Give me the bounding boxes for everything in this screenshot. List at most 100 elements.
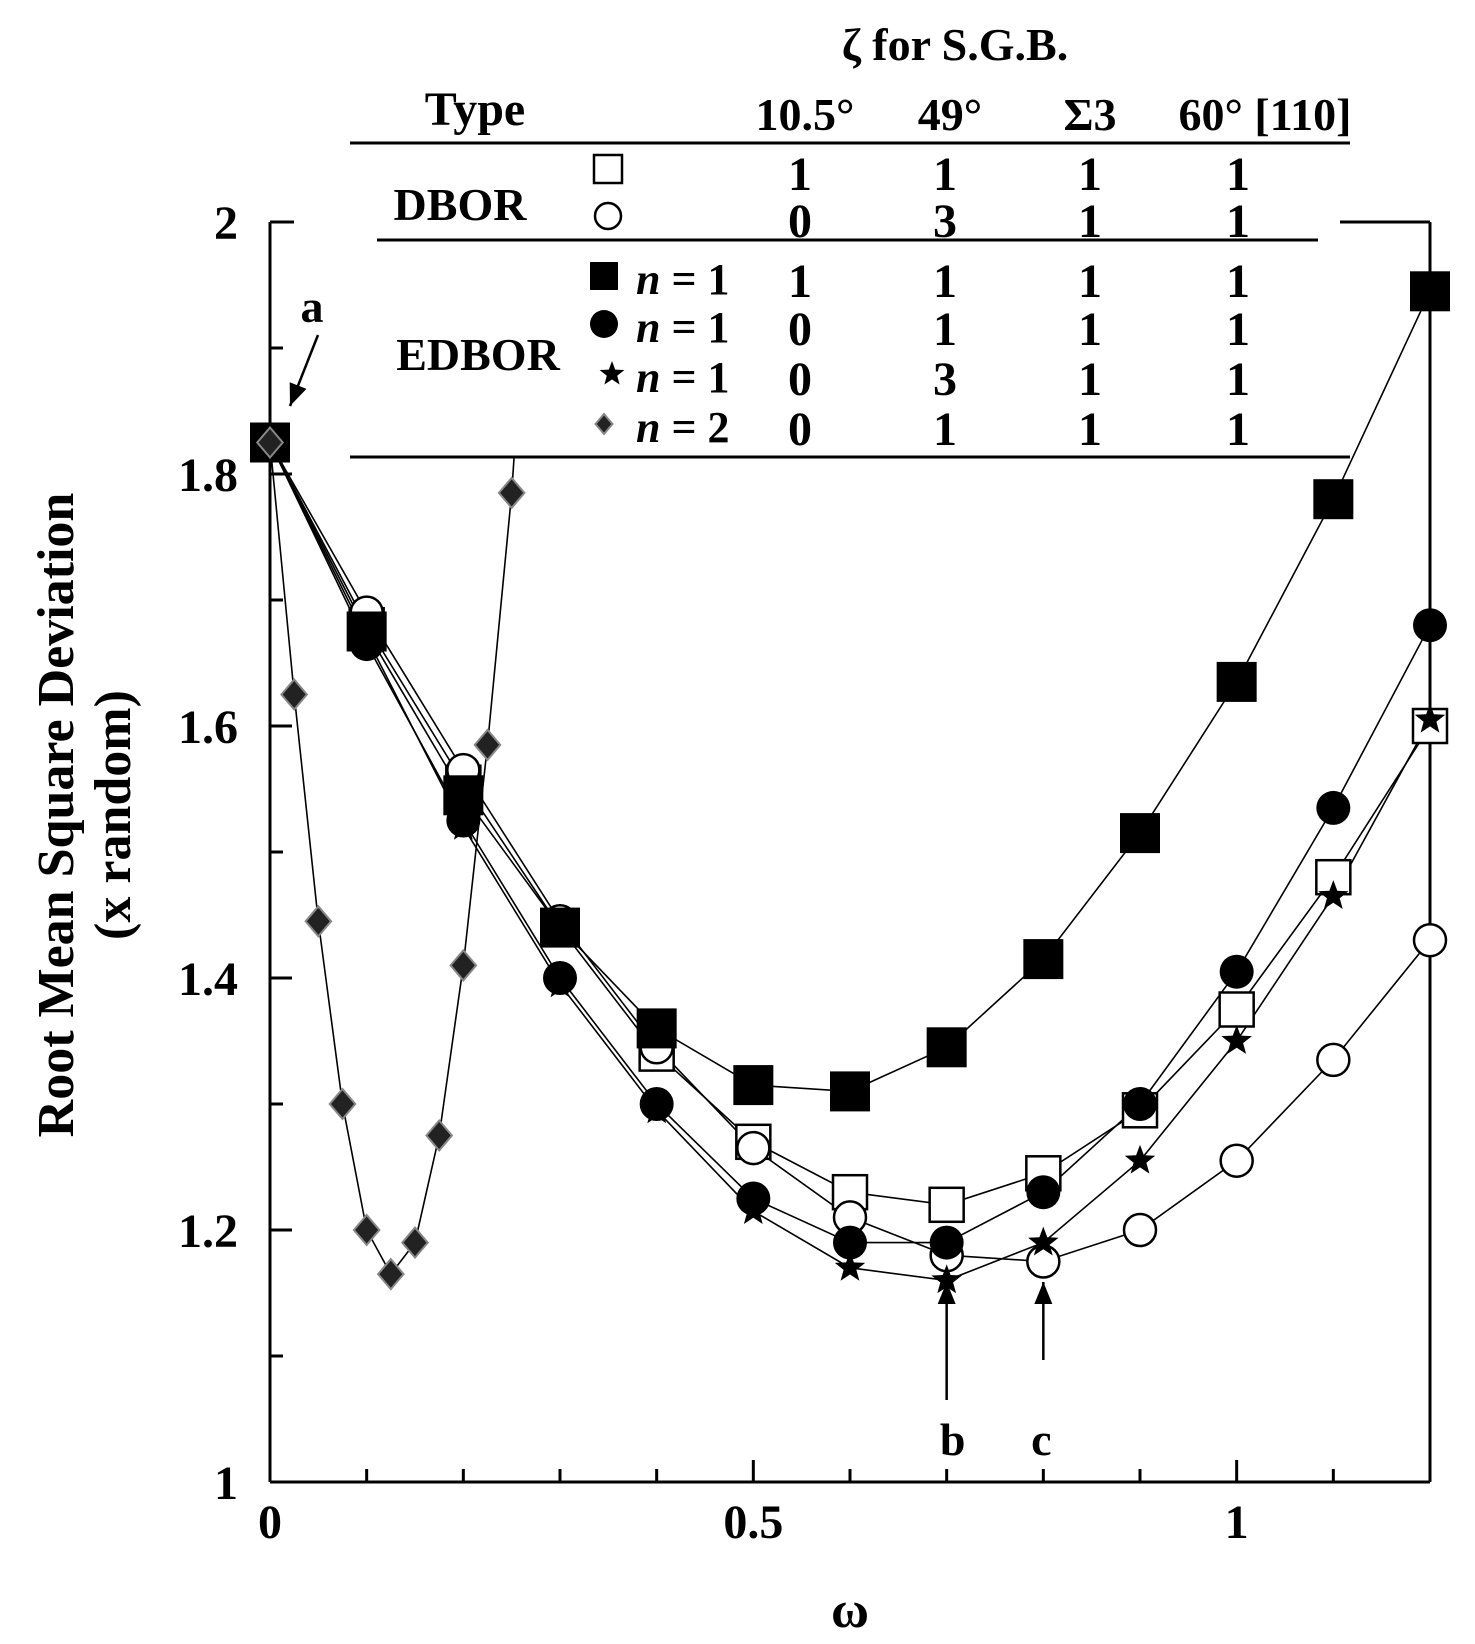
data-point-star xyxy=(738,1195,769,1224)
y-tick-label: 1.2 xyxy=(178,1205,238,1258)
data-point-open-square xyxy=(1218,991,1255,1028)
data-point-diamond xyxy=(280,677,309,712)
y-axis-title-line2: (x random) xyxy=(85,690,142,940)
legend-group-dbor: DBOR xyxy=(394,179,528,230)
series-line-4 xyxy=(269,442,1431,1282)
data-point-star xyxy=(448,810,479,840)
data-point-diamond xyxy=(376,1257,405,1291)
x-tick-label: 0.5 xyxy=(723,1496,783,1549)
data-point-star xyxy=(641,1094,672,1124)
annotation-label-a: a xyxy=(301,281,324,332)
data-point-star xyxy=(1221,1025,1252,1054)
legend-value: 1 xyxy=(1078,303,1102,356)
legend-value: 1 xyxy=(933,255,957,308)
data-point-filled-circle xyxy=(833,1225,867,1260)
legend-marker-filled-square xyxy=(590,262,618,290)
legend-value: 1 xyxy=(1078,148,1102,201)
y-tick-label: 1 xyxy=(214,1457,238,1510)
data-point-open-circle xyxy=(1316,1042,1351,1078)
data-point-filled-circle xyxy=(1219,954,1254,989)
y-tick-label: 1.4 xyxy=(178,953,238,1006)
legend-value: 1 xyxy=(1226,403,1250,456)
legend-value: 0 xyxy=(788,195,812,248)
legend-value: 1 xyxy=(1078,403,1102,456)
legend-value: 1 xyxy=(933,303,957,356)
legend-value: 1 xyxy=(1226,353,1250,406)
y-tick-label: 1.6 xyxy=(178,701,238,754)
legend-column-header: 49° xyxy=(918,89,982,140)
legend-column-header: Σ3 xyxy=(1063,89,1116,140)
x-tick-label: 0 xyxy=(258,1496,282,1549)
legend-column-header: 10.5° xyxy=(756,89,855,140)
legend-row-label: n = 2 xyxy=(636,403,730,452)
data-point-filled-square xyxy=(1313,479,1354,520)
legend-value: 0 xyxy=(788,403,812,456)
data-point-diamond xyxy=(449,948,478,982)
data-point-open-circle xyxy=(736,1130,771,1166)
legend-header: ζ for S.G.B. xyxy=(842,19,1068,70)
legend-marker-star xyxy=(599,361,625,385)
legend-value: 3 xyxy=(933,353,957,406)
data-point-diamond xyxy=(304,904,333,938)
y-axis-title: Root Mean Square Deviation (x random) xyxy=(18,0,148,1639)
series-line-3 xyxy=(269,442,1431,1244)
data-point-diamond xyxy=(328,1087,357,1121)
data-point-filled-square xyxy=(540,907,580,948)
annotation-label-b: b xyxy=(940,1414,966,1465)
data-point-star xyxy=(1028,1226,1059,1256)
data-point-diamond xyxy=(255,425,285,460)
data-point-open-square xyxy=(928,1186,965,1224)
annotation-arrow-b-head xyxy=(937,1282,956,1304)
data-point-open-circle xyxy=(1219,1143,1254,1178)
legend-value: 3 xyxy=(933,195,957,248)
legend-value: 1 xyxy=(1078,255,1102,308)
y-axis-title-svg: Root Mean Square Deviation (x random) xyxy=(28,493,142,1138)
data-point-star xyxy=(1124,1144,1156,1174)
annotation-label-c: c xyxy=(1031,1414,1051,1465)
data-point-filled-circle xyxy=(1026,1175,1061,1210)
legend-value: 1 xyxy=(1226,195,1250,248)
legend-type-label: Type xyxy=(425,83,525,136)
legend-marker-open-circle xyxy=(593,201,623,231)
legend-group-edbor: EDBOR xyxy=(396,329,560,380)
annotation-arrow-a-head xyxy=(289,382,307,406)
x-tick-label: 1 xyxy=(1225,1496,1249,1549)
data-point-star xyxy=(931,1264,962,1294)
legend-marker-diamond xyxy=(594,412,614,436)
legend-value: 1 xyxy=(1226,255,1250,308)
legend-value: 1 xyxy=(933,148,957,201)
data-point-star xyxy=(544,968,576,998)
data-point-filled-circle xyxy=(929,1225,964,1260)
data-point-open-circle xyxy=(1026,1244,1061,1279)
data-point-star xyxy=(834,1251,866,1281)
data-point-open-circle xyxy=(1122,1212,1158,1248)
data-point-filled-square xyxy=(733,1065,774,1106)
legend-row-label: n = 1 xyxy=(636,255,730,304)
y-tick-label: 1.8 xyxy=(178,449,238,502)
data-point-filled-square xyxy=(1216,661,1257,702)
data-point-filled-circle xyxy=(1123,1087,1157,1121)
data-point-star xyxy=(1414,703,1446,733)
y-tick-label: 2 xyxy=(214,197,238,250)
legend-value: 1 xyxy=(1078,353,1102,406)
data-point-star xyxy=(1318,880,1349,909)
data-point-filled-square xyxy=(636,1008,677,1049)
legend-value: 1 xyxy=(1226,303,1250,356)
data-point-filled-square xyxy=(1410,271,1450,312)
legend-row-label: n = 1 xyxy=(636,303,730,352)
legend-column-header: 60° [110] xyxy=(1179,89,1352,140)
legend-value: 1 xyxy=(1078,195,1102,248)
data-point-filled-square xyxy=(1023,939,1064,980)
data-point-diamond xyxy=(425,1118,454,1153)
legend-value: 1 xyxy=(788,148,812,201)
annotation-arrow-c-head xyxy=(1034,1282,1053,1304)
data-point-diamond xyxy=(473,728,502,762)
data-point-star xyxy=(351,621,382,651)
legend-marker-filled-circle xyxy=(590,310,618,338)
y-axis-title-line1: Root Mean Square Deviation xyxy=(28,493,85,1138)
data-point-filled-circle xyxy=(1413,608,1447,643)
series-line-5 xyxy=(269,347,523,1276)
legend-value: 1 xyxy=(933,403,957,456)
data-point-filled-square xyxy=(1120,813,1160,854)
